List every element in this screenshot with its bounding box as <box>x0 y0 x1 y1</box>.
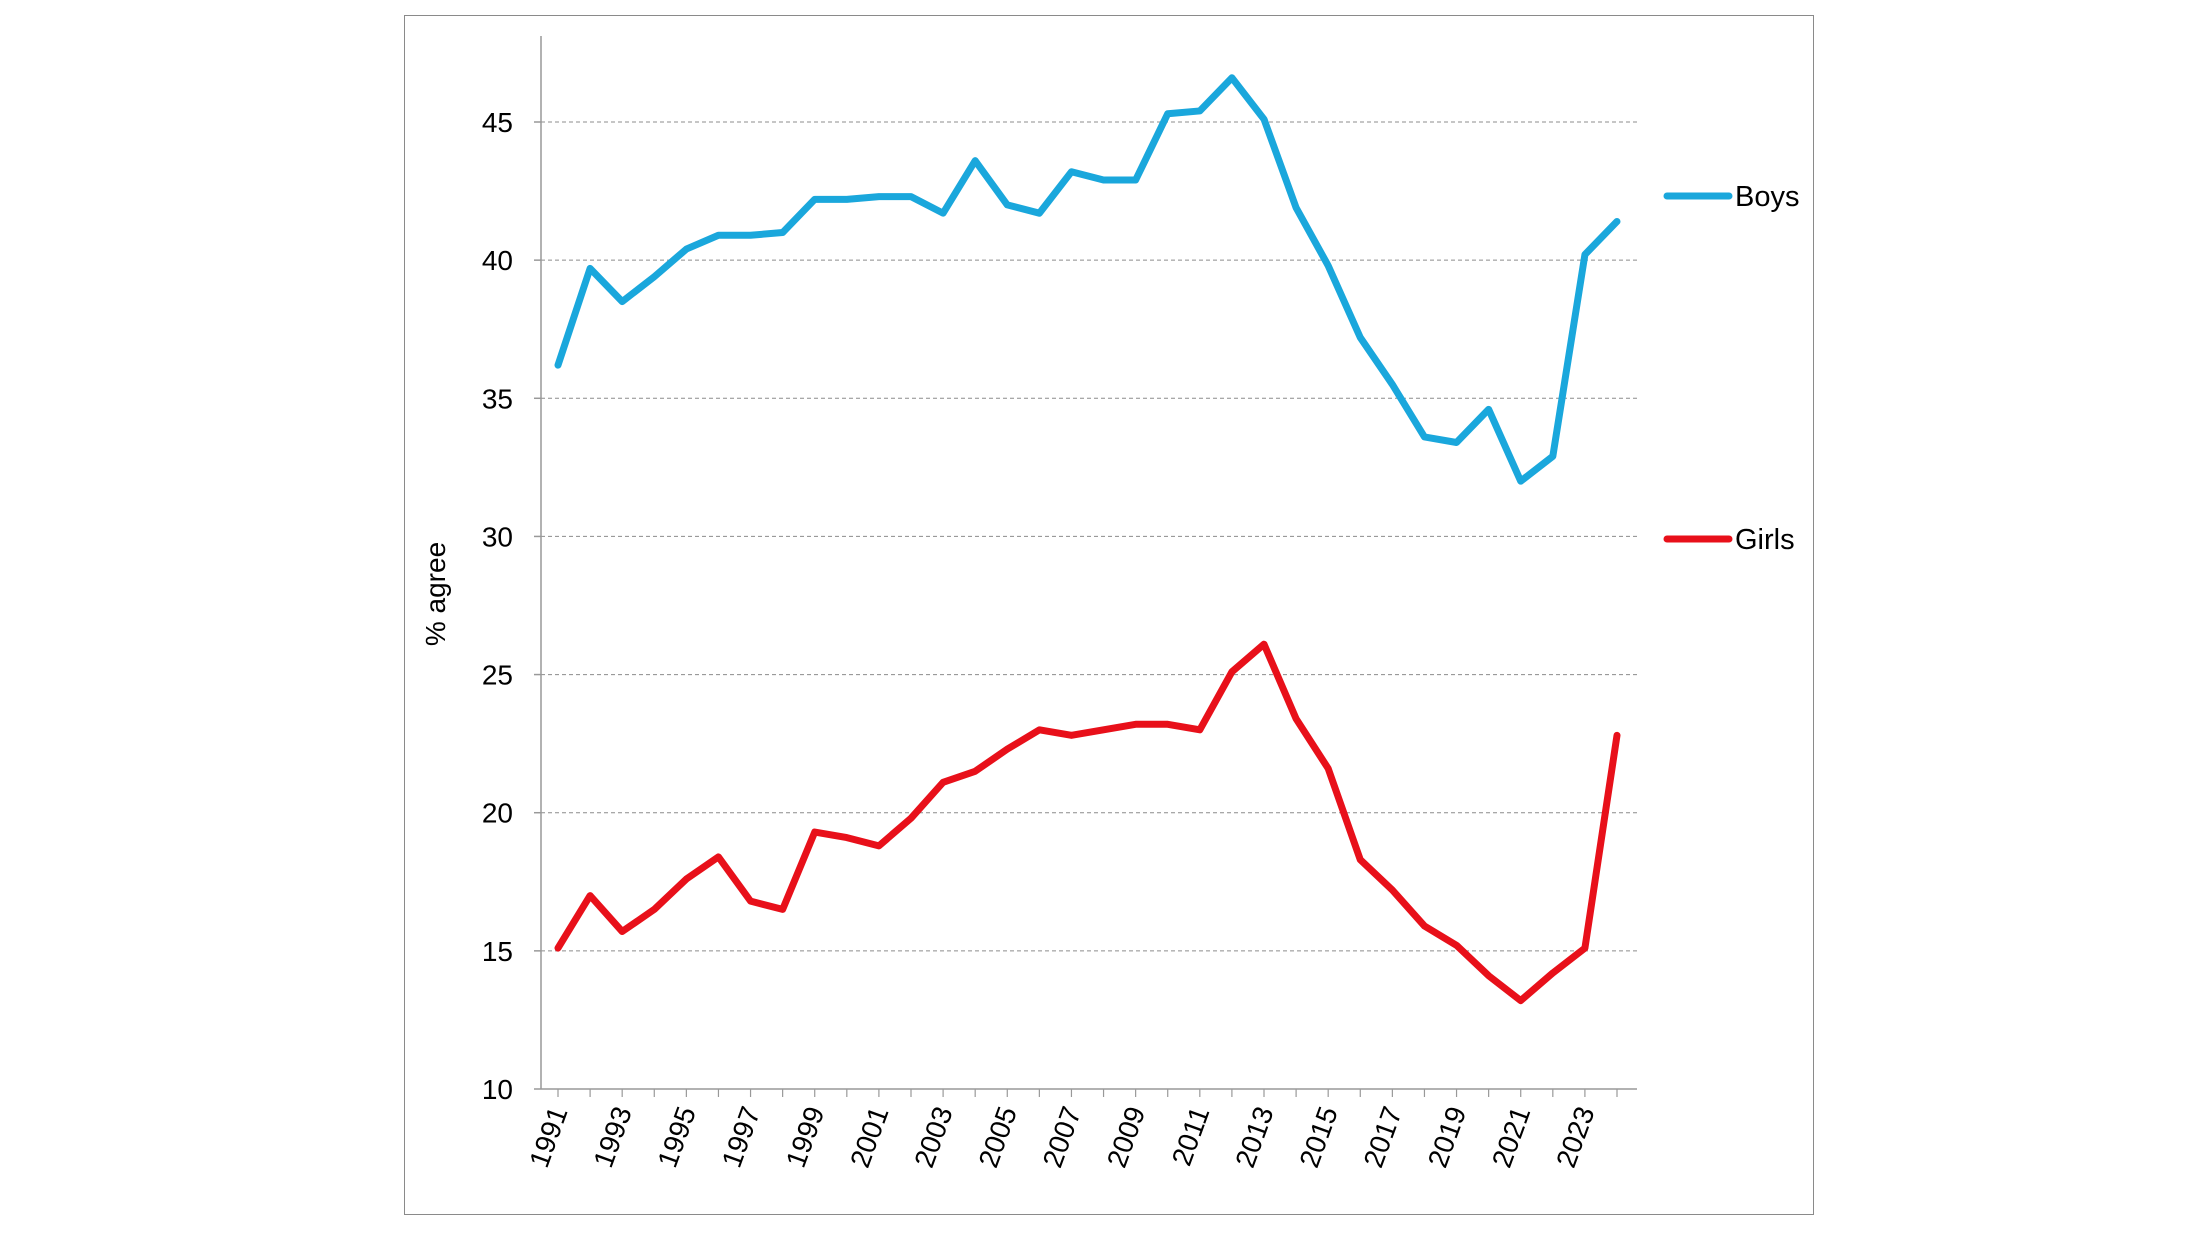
axes <box>540 36 1637 1090</box>
y-tick-label: 15 <box>482 936 513 967</box>
x-tick-label: 1997 <box>716 1102 766 1171</box>
y-tick-label: 25 <box>482 660 513 691</box>
x-tick-label: 2003 <box>908 1102 958 1171</box>
x-tick-label: 1991 <box>523 1102 573 1171</box>
x-tick-label: 2017 <box>1358 1102 1408 1171</box>
x-tick-label: 2013 <box>1229 1102 1279 1171</box>
legend-label-boys: Boys <box>1735 181 1799 213</box>
x-tick-labels: 1991 1993 1995 1997 1999 2001 2003 2005 2007 2009… <box>523 1089 1618 1172</box>
line-chart: 10 15 20 25 30 35 40 45 1991 1993 1995 1997 1999 200… <box>420 36 1799 1172</box>
x-tick-label: 2007 <box>1037 1102 1087 1171</box>
x-tick-label: 2011 <box>1166 1102 1216 1169</box>
x-tick-label: 1995 <box>652 1102 702 1171</box>
y-tick-label: 40 <box>482 245 513 276</box>
y-tick-labels: 10 15 20 25 30 35 40 45 <box>482 107 541 1105</box>
series-lines <box>554 74 1621 1005</box>
y-tick-label: 45 <box>482 107 513 138</box>
y-tick-label: 30 <box>482 521 513 552</box>
y-tick-label: 10 <box>482 1074 513 1105</box>
x-tick-label: 1993 <box>587 1102 637 1171</box>
x-tick-label: 2001 <box>844 1102 894 1171</box>
legend: Boys Girls <box>1663 181 1799 556</box>
series-line-boys <box>554 74 1621 485</box>
x-tick-label: 2019 <box>1422 1102 1472 1171</box>
gridlines <box>541 121 1637 952</box>
legend-label-girls: Girls <box>1735 524 1795 556</box>
chart-frame: 10 15 20 25 30 35 40 45 1991 1993 1995 1997 1999 200… <box>404 15 1814 1215</box>
series-line-girls <box>554 640 1621 1005</box>
y-tick-label: 35 <box>482 383 513 414</box>
y-axis-label: % agree <box>420 542 451 646</box>
x-tick-label: 2021 <box>1486 1102 1536 1171</box>
x-tick-label: 2015 <box>1293 1102 1343 1171</box>
y-tick-label: 20 <box>482 798 513 829</box>
x-tick-label: 2005 <box>972 1102 1022 1171</box>
x-tick-label: 2009 <box>1101 1102 1151 1171</box>
x-tick-label: 1999 <box>780 1102 830 1171</box>
x-tick-label: 2023 <box>1550 1102 1600 1171</box>
